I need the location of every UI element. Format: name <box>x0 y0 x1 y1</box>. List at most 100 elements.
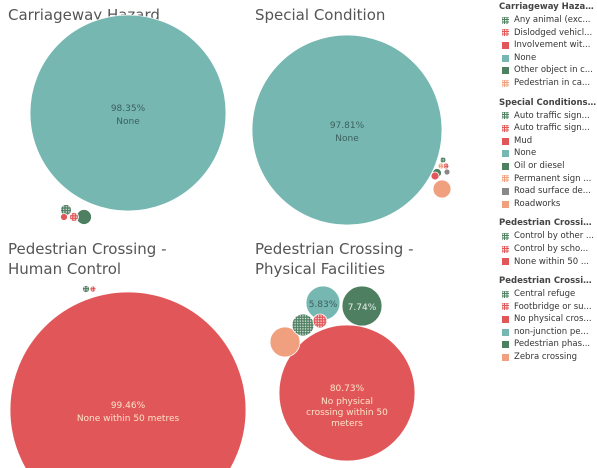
legend-item[interactable]: None within 50 ... <box>499 256 597 269</box>
panel-title-pedestrian-human-control: Pedestrian Crossing - Human Control <box>8 239 166 279</box>
legend-item-label: No physical cros... <box>514 314 592 325</box>
legend-swatch <box>502 245 509 253</box>
legend-item[interactable]: Control by other ... <box>499 230 597 243</box>
bubble-category-label: meters <box>331 419 363 429</box>
legend-swatch <box>502 175 509 183</box>
bubble-pattern-overlay <box>90 286 96 292</box>
bubble-category-label: None <box>335 134 359 144</box>
bubble-roadworks[interactable] <box>432 179 452 199</box>
bubble-road-surface-de[interactable] <box>443 168 451 176</box>
legend-item-label: Road surface de... <box>514 186 591 197</box>
legend-item-label: Roadworks <box>514 198 561 209</box>
legend-swatch <box>502 79 509 87</box>
legend-swatch <box>502 124 509 132</box>
legend-group: Pedestrian Crossing... Control by other .… <box>499 216 597 268</box>
legend-swatch <box>502 258 509 266</box>
legend-swatch <box>502 137 509 145</box>
bubble-pattern-overlay <box>60 204 72 216</box>
legend-item[interactable]: Road surface de... <box>499 185 597 198</box>
bubble-pattern-overlay <box>82 285 90 293</box>
panel-title-line: Pedestrian Crossing - <box>8 240 167 258</box>
legend-group-title: Pedestrian Crossing... <box>499 218 597 229</box>
legend-item[interactable]: Central refuge <box>499 288 597 301</box>
panel-title-special-condition: Special Condition <box>255 6 386 24</box>
bubble-chart: 99.46% None within 50 metres <box>9 285 247 468</box>
legend-item[interactable]: Other object in c... <box>499 64 597 77</box>
bubble-category-label: crossing within 50 <box>306 408 388 418</box>
legend-item[interactable]: Involvement wit... <box>499 39 597 52</box>
legend-item[interactable]: Auto traffic sign... <box>499 110 597 123</box>
legend-item-label: Involvement wit... <box>514 40 591 51</box>
legend-swatch <box>502 112 509 120</box>
legend-item-label: None within 50 ... <box>514 256 589 267</box>
legend-swatch <box>502 316 509 324</box>
legend-item[interactable]: Dislodged vehicl... <box>499 27 597 40</box>
bubble-no-physical-crossing-within-50-meters[interactable] <box>278 324 416 462</box>
legend-swatch <box>502 328 509 336</box>
legend-swatch <box>502 233 509 241</box>
bubble-none[interactable] <box>251 34 443 226</box>
legend-group-title: Carriageway Hazards <box>499 2 597 12</box>
legend-swatch <box>502 187 509 195</box>
panel-title-line: Pedestrian Crossing - <box>255 240 414 258</box>
legend-swatch <box>502 29 509 37</box>
bubble-pattern-overlay <box>292 314 314 336</box>
bubble-zebra-crossing[interactable] <box>269 326 301 358</box>
legend-item[interactable]: None <box>499 147 597 160</box>
bubble-category-label: None within 50 metres <box>77 414 180 424</box>
legend-group-title: Special Conditions a... <box>499 97 597 108</box>
legend-group: Special Conditions a... Auto traffic sign… <box>499 96 597 211</box>
legend-item-label: None <box>514 52 537 63</box>
legend-swatch <box>502 290 509 298</box>
legend-item[interactable]: No physical cros... <box>499 313 597 326</box>
bubble-none[interactable] <box>29 14 227 212</box>
bubble-percent-label: 80.73% <box>330 384 365 394</box>
bubble-percent-label: 7.74% <box>348 303 377 313</box>
legend-item[interactable]: Oil or diesel <box>499 160 597 173</box>
legend-item[interactable]: Roadworks <box>499 198 597 211</box>
legend-item[interactable]: Footbridge or su... <box>499 301 597 314</box>
bubble-pedestrian-phas[interactable] <box>341 285 383 327</box>
bubble-none-within-50-metres[interactable] <box>9 291 247 468</box>
legend-item-label: Dislodged vehicl... <box>514 27 593 38</box>
legend-item-label: Permanent sign ... <box>514 173 592 184</box>
bubble-category-label: None <box>116 117 140 127</box>
legend-item-label: Footbridge or su... <box>514 301 592 312</box>
panel-title-pedestrian-physical-facilities: Pedestrian Crossing - Physical Facilitie… <box>255 239 413 279</box>
legend-item[interactable]: Auto traffic sign... <box>499 122 597 135</box>
legend-swatch <box>502 303 509 311</box>
panel-title-line: Human Control <box>8 260 122 278</box>
legend-item[interactable]: Pedestrian phas... <box>499 338 597 351</box>
legend-swatch <box>502 41 509 49</box>
bubble-charts: 98.35% None 97.81% None 99.46% None within 50… <box>9 14 452 468</box>
legend-item[interactable]: Any animal (exc... <box>499 14 597 27</box>
panel-title-line: Physical Facilities <box>255 260 386 278</box>
legend-group: Pedestrian Crossing... Central refuge Foot… <box>499 274 597 364</box>
legend-item[interactable]: None <box>499 52 597 65</box>
bubble-mud[interactable] <box>430 171 440 181</box>
bubble-pattern-overlay <box>440 157 446 163</box>
legend-group-title: Pedestrian Crossing... <box>499 276 597 287</box>
legend-item[interactable]: non-junction pe... <box>499 326 597 339</box>
bubble-pattern-overlay <box>443 163 449 169</box>
legend-swatch <box>502 16 509 24</box>
legend-swatch <box>502 200 509 208</box>
legend-item-label: Control by other ... <box>514 231 595 242</box>
legend-item[interactable]: Mud <box>499 135 597 148</box>
bubble-chart: 97.81% None <box>251 34 452 226</box>
legend-item-label: Mud <box>514 135 533 146</box>
bubble-pattern-overlay <box>69 212 79 222</box>
bubble-percent-label: 98.35% <box>111 104 146 114</box>
legend-item-label: Any animal (exc... <box>514 15 591 25</box>
legend-item[interactable]: Control by scho... <box>499 243 597 256</box>
bubble-involvement-wit[interactable] <box>60 213 68 221</box>
legend-item[interactable]: Pedestrian in ca... <box>499 77 597 90</box>
bubble-pattern-overlay <box>438 163 444 169</box>
bubble-category-label: No physical <box>321 397 373 407</box>
legend-group: Carriageway Hazards Any animal (exc... Dis… <box>499 0 597 90</box>
legend-item[interactable]: Zebra crossing <box>499 351 597 364</box>
legend-item-label: Auto traffic sign... <box>514 110 590 121</box>
legend-item-label: Other object in c... <box>514 65 593 76</box>
legend-item[interactable]: Permanent sign ... <box>499 173 597 186</box>
